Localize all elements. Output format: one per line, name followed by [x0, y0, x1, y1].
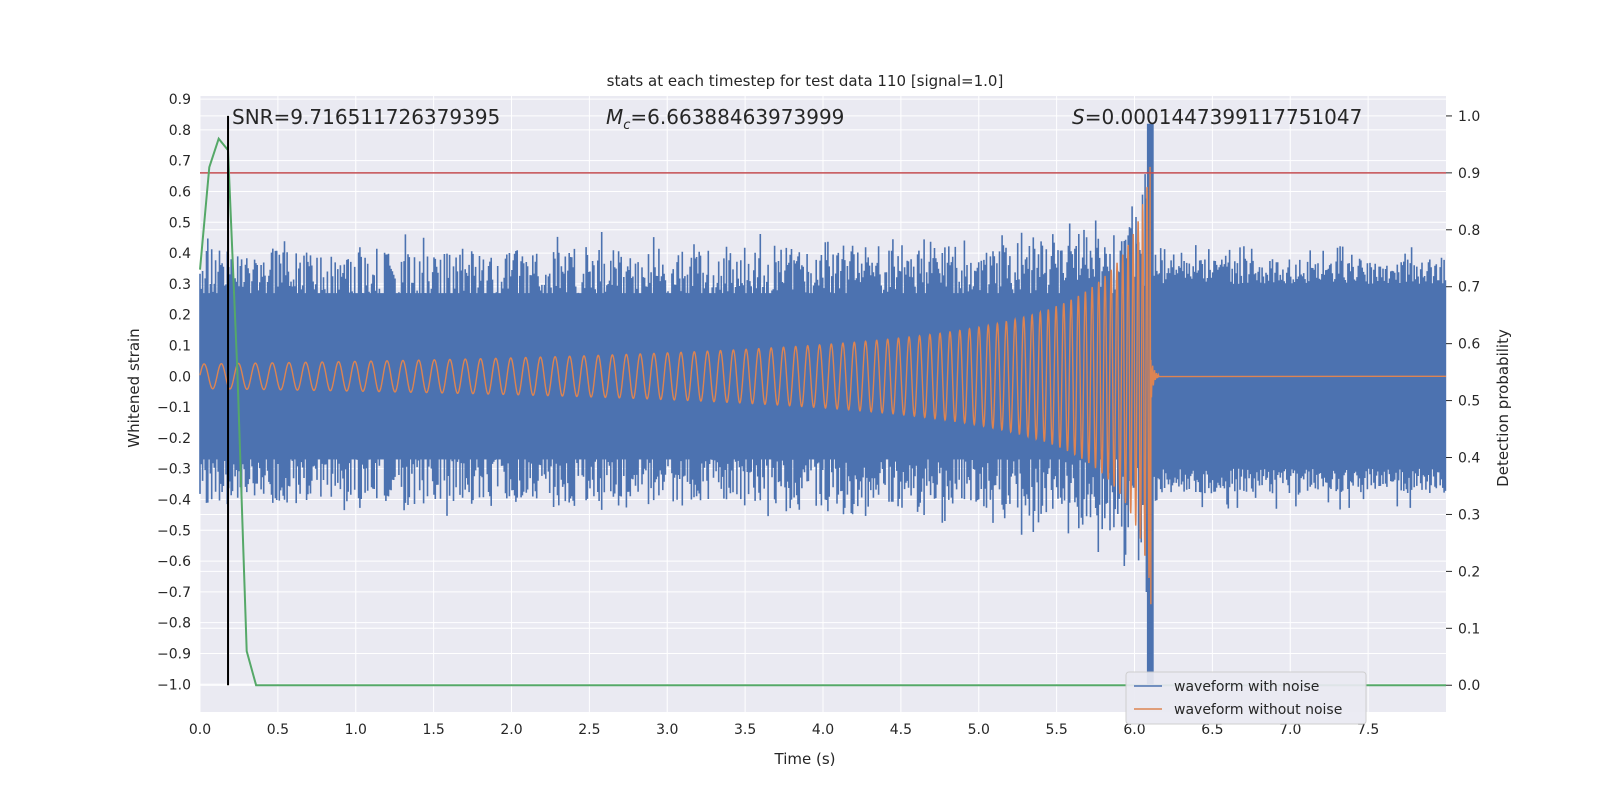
y-axis-label: Whitened strain	[125, 328, 143, 447]
legend: waveform with noise waveform without noi…	[1125, 671, 1367, 725]
series-detection-probability	[199, 136, 1446, 687]
x-tick-label: 1.0	[345, 722, 367, 738]
chirp-mass-annotation: Mc=6.66388463973999	[606, 105, 844, 133]
x-tick-label: 6.5	[1201, 722, 1223, 738]
y-right-tick-label: 0.3	[1458, 507, 1480, 523]
chirp-mass-symbol: M	[606, 105, 623, 129]
y-right-tick-label: 0.2	[1458, 564, 1480, 580]
y-right-tick-label: 0.9	[1458, 166, 1480, 182]
y-right-tick-label: 0.0	[1458, 678, 1480, 694]
s-symbol: S	[1072, 105, 1085, 129]
y-tick-label: −0.7	[157, 585, 191, 601]
x-tick-label: 0.5	[267, 722, 289, 738]
y-tick-label: −0.2	[157, 431, 191, 447]
s-annotation: S=0.0001447399117751047	[1072, 105, 1362, 129]
y-tick-label: −0.8	[157, 616, 191, 632]
chirp-mass-value: =6.66388463973999	[630, 105, 844, 129]
y-tick-label: 0.6	[169, 184, 191, 200]
y-tick-label: −0.5	[157, 523, 191, 539]
y-tick-label: −0.4	[157, 492, 191, 508]
legend-label-without-noise: waveform without noise	[1174, 702, 1342, 718]
y-axis-right-label: Detection probability	[1494, 329, 1512, 487]
y-tick-label: 0.2	[169, 308, 191, 324]
y-axis-right-ticks: 1.0 0.9 0.8 0.7 0.6 0.5 0.4 0.3 0.2 0.1 0.0	[1446, 109, 1480, 694]
y-right-tick-label: 0.4	[1458, 451, 1480, 467]
y-right-tick-label: 0.5	[1458, 394, 1480, 410]
x-tick-label: 5.0	[968, 722, 990, 738]
series-waveform-without-noise	[199, 166, 1447, 605]
y-tick-label: −0.9	[157, 646, 191, 662]
x-tick-label: 2.5	[578, 722, 600, 738]
legend-box	[1125, 671, 1367, 725]
chirp-mass-subscript: c	[623, 118, 630, 133]
y-tick-label: 0.4	[169, 246, 191, 262]
plot-curves	[199, 115, 1447, 687]
y-tick-label: 0.5	[169, 215, 191, 231]
y-tick-label: 0.3	[169, 277, 191, 293]
y-tick-label: 0.8	[169, 123, 191, 139]
snr-annotation: SNR=9.716511726379395	[232, 105, 500, 129]
y-right-tick-label: 1.0	[1458, 109, 1480, 125]
s-value: =0.0001447399117751047	[1085, 105, 1363, 129]
y-tick-label: 0.1	[169, 338, 191, 354]
x-tick-label: 0.0	[189, 722, 211, 738]
chart-title: stats at each timestep for test data 110…	[607, 72, 1004, 90]
y-right-tick-label: 0.1	[1458, 621, 1480, 637]
x-axis-label: Time (s)	[774, 750, 836, 768]
y-tick-label: −0.3	[157, 462, 191, 478]
x-tick-label: 5.5	[1045, 722, 1067, 738]
x-tick-label: 4.0	[812, 722, 834, 738]
x-axis-ticks: 0.0 0.5 1.0 1.5 2.0 2.5 3.0 3.5 4.0 4.5 5.0 5.5 6.0 6…	[189, 722, 1379, 738]
y-tick-label: 0.0	[169, 369, 191, 385]
y-tick-label: −0.6	[157, 554, 191, 570]
y-right-tick-label: 0.6	[1458, 337, 1480, 353]
y-right-tick-label: 0.8	[1458, 223, 1480, 239]
x-tick-label: 7.0	[1279, 722, 1301, 738]
x-tick-label: 6.0	[1123, 722, 1145, 738]
y-axis-left-ticks: 0.9 0.8 0.7 0.6 0.5 0.4 0.3 0.2 0.1 0.0 −0.1 −0.2 −0…	[157, 92, 191, 693]
x-tick-label: 7.5	[1357, 722, 1379, 738]
x-tick-label: 3.0	[656, 722, 678, 738]
x-tick-label: 1.5	[422, 722, 444, 738]
x-tick-label: 2.0	[500, 722, 522, 738]
y-tick-label: −0.1	[157, 400, 191, 416]
y-tick-label: −1.0	[157, 677, 191, 693]
y-tick-label: 0.9	[169, 92, 191, 108]
y-right-tick-label: 0.7	[1458, 280, 1480, 296]
legend-label-with-noise: waveform with noise	[1174, 679, 1319, 695]
y-tick-label: 0.7	[169, 154, 191, 170]
x-tick-label: 4.5	[890, 722, 912, 738]
x-tick-label: 3.5	[734, 722, 756, 738]
